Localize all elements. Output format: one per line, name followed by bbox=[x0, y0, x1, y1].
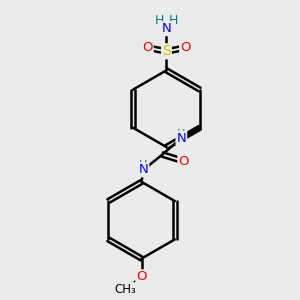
Text: H: H bbox=[168, 14, 178, 27]
Text: CH₃: CH₃ bbox=[114, 283, 136, 296]
Text: H: H bbox=[155, 14, 164, 27]
Text: O: O bbox=[180, 41, 191, 54]
Text: N: N bbox=[162, 22, 171, 35]
Text: H: H bbox=[177, 129, 186, 139]
Text: O: O bbox=[142, 41, 153, 54]
Text: N: N bbox=[139, 163, 148, 176]
Text: H: H bbox=[139, 160, 148, 170]
Text: O: O bbox=[136, 270, 147, 283]
Text: O: O bbox=[178, 154, 189, 168]
Text: S: S bbox=[162, 44, 171, 58]
Text: N: N bbox=[176, 132, 186, 145]
